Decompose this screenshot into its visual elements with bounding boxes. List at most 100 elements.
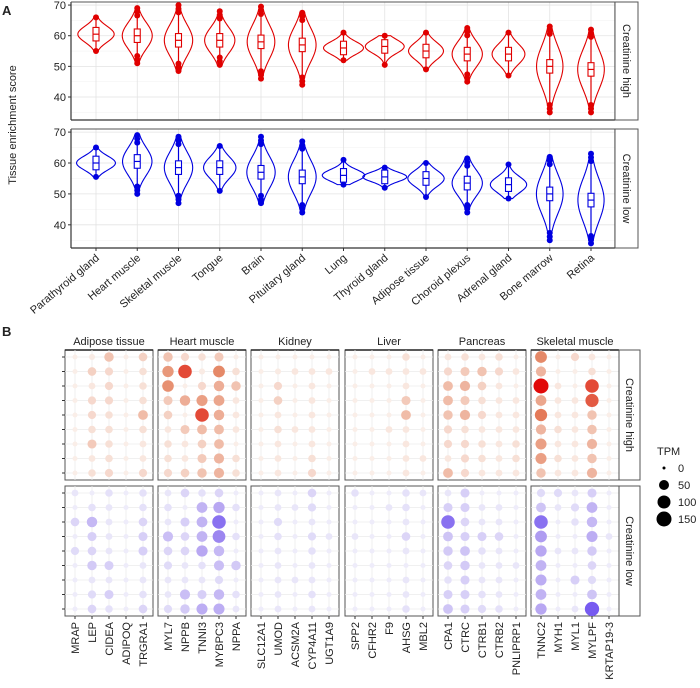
expression-dot xyxy=(258,369,264,374)
expression-dot xyxy=(460,575,470,585)
expression-dot xyxy=(274,411,282,419)
expression-dot xyxy=(292,592,298,597)
expression-dot xyxy=(352,383,358,389)
expression-dot xyxy=(232,411,240,419)
violin-skeletal-muscle xyxy=(163,133,194,207)
y-tick-label: 50 xyxy=(54,189,66,201)
expression-dot xyxy=(403,563,409,568)
expression-dot xyxy=(494,367,504,376)
expression-dot xyxy=(198,489,206,497)
expression-dot xyxy=(275,354,281,360)
expression-dot xyxy=(402,605,410,613)
expression-dot xyxy=(87,590,97,599)
outlier-point xyxy=(134,139,141,146)
outlier-point xyxy=(340,181,347,188)
outlier-point xyxy=(381,164,388,171)
expression-dot xyxy=(586,530,598,543)
expression-dot xyxy=(181,440,189,448)
expression-dot xyxy=(606,577,612,583)
expression-dot xyxy=(292,548,298,554)
expression-dot xyxy=(460,488,470,498)
expression-dot xyxy=(385,504,393,511)
gene-label: CTRB1 xyxy=(477,622,489,658)
expression-dot xyxy=(326,505,332,510)
expression-dot xyxy=(198,368,206,375)
expression-dot xyxy=(72,369,78,374)
expression-dot xyxy=(460,439,470,449)
outlier-point xyxy=(546,30,553,37)
expression-dot xyxy=(123,490,129,496)
expression-dot xyxy=(420,470,426,476)
expression-dot xyxy=(401,395,411,406)
expression-dot xyxy=(138,531,148,542)
outlier-point xyxy=(175,192,182,199)
expression-dot xyxy=(182,412,188,418)
expression-dot xyxy=(606,606,612,612)
panel-label: A xyxy=(2,3,12,18)
expression-dot xyxy=(212,515,226,529)
expression-dot xyxy=(326,412,332,418)
expression-dot xyxy=(258,505,264,510)
expression-dot xyxy=(495,504,503,511)
expression-dot xyxy=(401,532,411,541)
expression-dot xyxy=(494,532,504,541)
expression-dot xyxy=(477,381,487,391)
expression-dot xyxy=(572,563,578,568)
facet-strip-label: Creatinine high xyxy=(623,378,635,452)
outlier-point xyxy=(546,101,553,108)
expression-dot xyxy=(535,366,547,377)
expression-dot xyxy=(535,424,547,435)
expression-dot xyxy=(368,368,376,375)
expression-dot xyxy=(164,426,172,433)
facet-strip xyxy=(618,349,641,481)
outlier-point xyxy=(175,141,182,148)
facet-strip-label: Creatinine high xyxy=(620,24,632,98)
expression-dot xyxy=(196,545,208,557)
expression-dot xyxy=(419,368,427,375)
y-tick-label: 70 xyxy=(54,127,66,139)
expression-dot xyxy=(606,412,612,418)
violin-lung xyxy=(322,29,365,64)
expression-dot xyxy=(385,426,393,433)
expression-dot xyxy=(461,425,469,434)
expression-dot xyxy=(570,352,580,362)
expression-dot xyxy=(386,563,392,568)
expression-dot xyxy=(535,438,547,450)
expression-dot xyxy=(164,503,172,512)
expression-dot xyxy=(553,488,563,498)
legend-dot xyxy=(659,480,669,490)
legend-title: TPM xyxy=(657,446,680,458)
expression-dot xyxy=(214,352,224,362)
outlier-point xyxy=(93,48,99,55)
expression-dot xyxy=(459,380,471,392)
expression-dot xyxy=(123,427,129,432)
expression-dot xyxy=(402,469,410,477)
expression-dot xyxy=(554,440,562,448)
expression-dot xyxy=(123,519,129,525)
expression-dot xyxy=(606,505,612,510)
expression-dot xyxy=(292,456,298,461)
expression-dot xyxy=(513,534,519,539)
expression-dot xyxy=(326,441,332,447)
expression-dot xyxy=(533,378,549,394)
expression-dot xyxy=(72,563,78,568)
outlier-point xyxy=(588,232,594,239)
expression-dot xyxy=(163,468,173,478)
expression-dot xyxy=(198,353,206,361)
violin-thyroid-gland xyxy=(362,164,408,191)
expression-dot xyxy=(386,441,392,447)
expression-dot xyxy=(213,603,225,615)
expression-dot xyxy=(444,489,452,497)
expression-dot xyxy=(443,561,453,570)
expression-dot xyxy=(258,519,264,525)
expression-dot xyxy=(139,440,147,448)
expression-dot xyxy=(352,470,358,476)
expression-dot xyxy=(369,441,375,447)
outlier-point xyxy=(423,66,429,73)
violin-bone-marrow xyxy=(535,23,564,116)
gene-label: SLC12A1 xyxy=(256,622,268,669)
outlier-point xyxy=(216,54,223,61)
expression-dot xyxy=(536,488,546,498)
expression-dot xyxy=(123,534,129,539)
